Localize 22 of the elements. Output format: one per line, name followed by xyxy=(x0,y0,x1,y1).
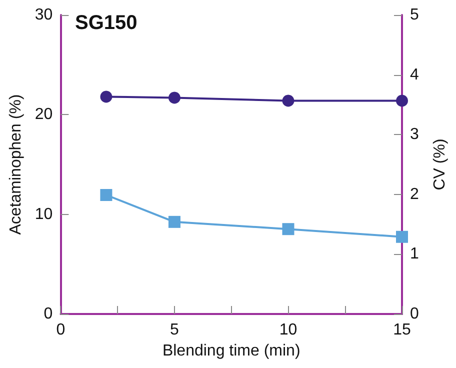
y2-axis-title: CV (%) xyxy=(432,138,448,190)
y2-tick-label: 5 xyxy=(410,6,419,24)
x-tick-label: 15 xyxy=(393,322,411,338)
x-axis-title: Blending time (min) xyxy=(162,342,300,360)
y-tick-label: 30 xyxy=(34,6,53,24)
point xyxy=(168,216,180,228)
x-tick-label: 5 xyxy=(170,322,180,338)
chart-title: SG150 xyxy=(75,12,138,34)
y2-tick-label: 0 xyxy=(410,306,419,322)
point xyxy=(396,230,408,243)
y-tick-label: 10 xyxy=(34,206,53,223)
x-tick-label: 10 xyxy=(279,322,298,338)
y-tick-label: 0 xyxy=(44,306,53,322)
y2-tick-label: 4 xyxy=(410,66,419,84)
y2-tick-label: 3 xyxy=(410,126,419,144)
x-tick-label: 0 xyxy=(56,322,66,338)
y2-tick-label: 2 xyxy=(410,186,419,203)
y2-tick-label: 1 xyxy=(410,246,419,263)
point xyxy=(100,189,112,201)
y-tick-label: 20 xyxy=(34,106,53,124)
y-axis-title: Acetaminophen (%) xyxy=(8,94,24,235)
point xyxy=(282,223,294,236)
